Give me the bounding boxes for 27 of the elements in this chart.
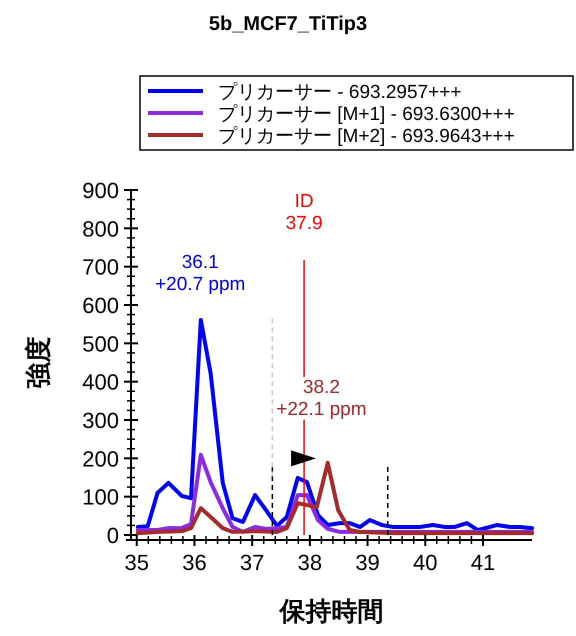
x-tick-label: 38	[298, 550, 322, 575]
y-tick-label: 200	[82, 446, 119, 472]
x-tick-label: 40	[413, 550, 438, 575]
y-tick-label: 0	[106, 523, 119, 548]
annotation: 36.1 +20.7 ppm	[155, 252, 246, 295]
y-tick-label: 500	[82, 331, 119, 356]
y-tick-label: 600	[82, 293, 119, 318]
x-tick-label: 37	[240, 550, 264, 575]
y-tick-label: 700	[82, 254, 119, 280]
x-tick-label: 35	[124, 550, 150, 575]
y-axis-title: 強度	[23, 336, 53, 388]
legend-label: プリカーサー [M+2] - 693.9643+++	[218, 126, 515, 147]
ref-line-label: ID 37.9	[286, 191, 323, 234]
x-tick-label: 36	[182, 550, 207, 575]
y-tick-label: 900	[82, 178, 119, 203]
legend-label: プリカーサー - 693.2957+++	[218, 82, 462, 103]
annotation: 38.2 +22.1 ppm	[276, 376, 367, 420]
legend-label: プリカーサー [M+1] - 693.6300+++	[218, 104, 515, 125]
x-tick-label: 39	[355, 550, 380, 575]
x-axis-title: 保持時間	[278, 596, 384, 626]
y-tick-label: 100	[82, 484, 119, 510]
y-tick-label: 300	[82, 408, 119, 433]
x-tick-label: 41	[470, 550, 496, 575]
y-tick-label: 800	[82, 216, 119, 242]
line-series	[136, 318, 534, 532]
y-tick-label: 400	[82, 370, 119, 395]
chart-title: 5b_MCF7_TiTip3	[208, 13, 368, 35]
